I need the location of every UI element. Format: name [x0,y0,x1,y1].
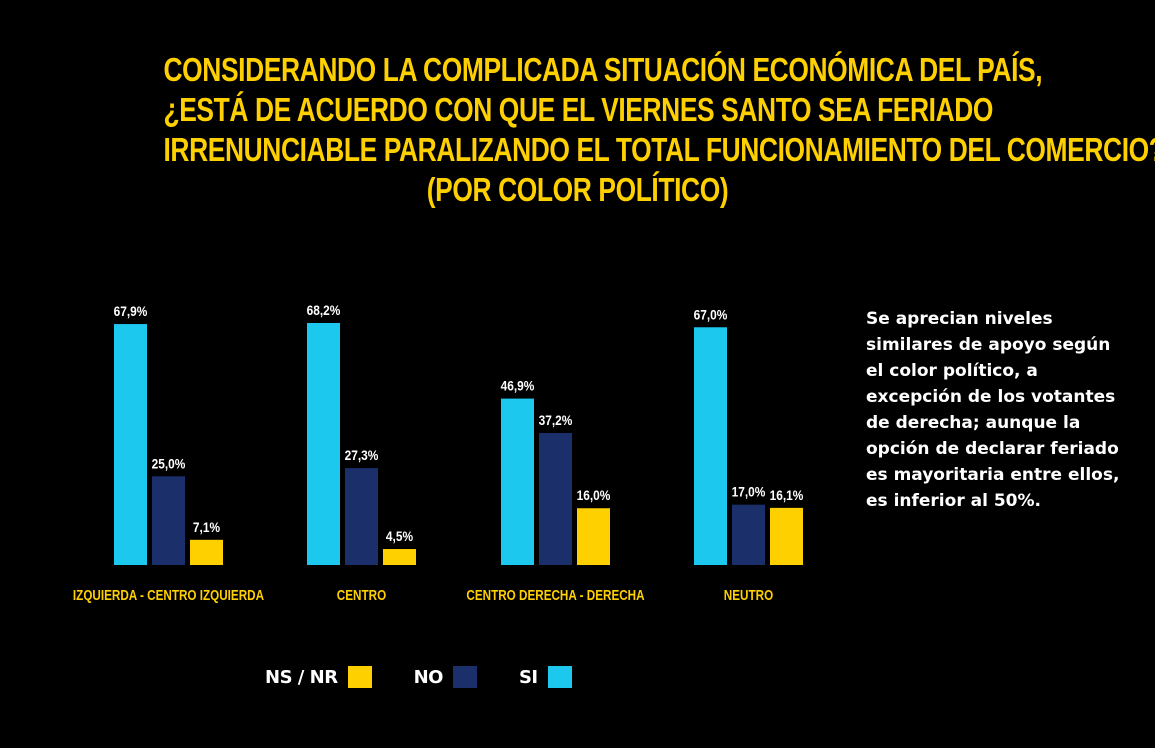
data-label-si-4: 67,0% [694,306,728,322]
chart-legend: NS / NR NO SI [265,662,614,692]
data-label-no-1: 25,0% [152,455,186,471]
title-line-1: CONSIDERANDO LA COMPLICADA SITUACIÓN ECO… [163,51,1043,88]
chart-note: Se aprecian niveles similares de apoyo s… [866,309,1120,511]
legend-swatch-no [452,666,477,688]
data-label-nsnr-4: 16,1% [770,487,804,503]
bar-nsnr-4 [770,507,803,565]
bar-si-2 [307,323,340,565]
data-label-no-3: 37,2% [539,412,573,428]
title-line-4: (POR COLOR POLÍTICO) [426,171,729,208]
data-label-si-2: 68,2% [307,302,341,318]
bar-no-3 [539,433,572,565]
bar-no-4 [732,504,765,565]
legend-label-nsnr: NS / NR [265,666,338,688]
title-line-3: IRRENUNCIABLE PARALIZANDO EL TOTAL FUNCI… [163,131,1155,168]
data-label-nsnr-3: 16,0% [577,487,611,503]
bar-no-2 [345,468,378,565]
data-label-no-2: 27,3% [345,447,379,463]
data-label-nsnr-2: 4,5% [386,528,414,544]
chart-title: CONSIDERANDO LA COMPLICADA SITUACIÓN ECO… [163,50,1155,210]
category-label-4: NEUTRO [724,587,773,604]
legend-swatch-nsnr [347,666,372,688]
category-label-3: CENTRO DERECHA - DERECHA [466,587,644,604]
bar-si-3 [501,398,534,565]
legend-label-no: NO [413,666,444,688]
data-label-si-3: 46,9% [501,378,535,394]
category-label-2: CENTRO [337,587,386,604]
data-label-si-1: 67,9% [114,303,148,319]
data-label-no-4: 17,0% [732,484,766,500]
bar-si-4 [694,327,727,565]
bar-nsnr-1 [190,539,223,565]
bar-si-1 [114,324,147,565]
data-label-nsnr-1: 7,1% [193,519,221,535]
bar-nsnr-2 [383,549,416,565]
legend-item-no: NO [414,666,477,688]
bar-nsnr-3 [577,508,610,565]
legend-item-nsnr: NS / NR [265,666,372,688]
legend-swatch-si [547,666,572,688]
legend-item-si: SI [519,666,572,688]
category-label-1: IZQUIERDA - CENTRO IZQUIERDA [73,587,264,604]
bar-no-1 [152,476,185,565]
legend-label-si: SI [518,666,538,688]
title-line-2: ¿ESTÁ DE ACUERDO CON QUE EL VIERNES SANT… [163,91,994,128]
